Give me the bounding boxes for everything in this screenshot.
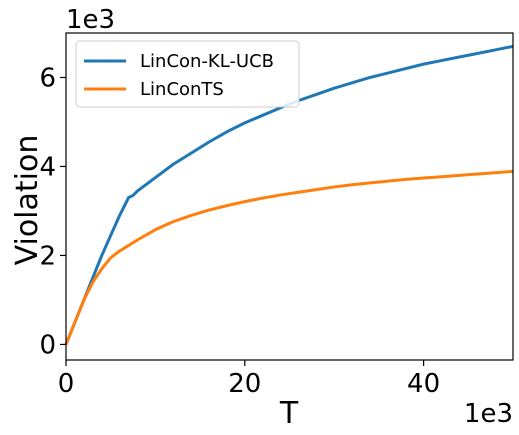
legend-label-lincon-kl-ucb: LinCon-KL-UCB xyxy=(140,51,274,72)
x-offset-label: 1e3 xyxy=(464,399,513,429)
x-tick-label-0: 0 xyxy=(58,369,75,399)
y-tick-label-3: 6 xyxy=(39,63,56,93)
y-tick-label-2: 4 xyxy=(39,152,56,182)
plot-frame xyxy=(65,32,514,361)
y-tick-label-0: 0 xyxy=(39,330,56,360)
legend-label-lincon-ts: LinConTS xyxy=(140,79,224,100)
x-axis-label: T xyxy=(279,396,299,431)
ticks-layer: 0 20 40 0 2 4 6 xyxy=(39,63,440,399)
y-offset-label: 1e3 xyxy=(66,5,115,35)
y-axis-label: Violation xyxy=(10,135,45,266)
legend-box xyxy=(75,40,300,108)
series-layer xyxy=(64,44,514,345)
series-line-1 xyxy=(64,169,514,345)
legend: LinCon-KL-UCB LinConTS xyxy=(75,40,300,108)
series-line-0 xyxy=(64,44,514,345)
x-tick-label-1: 20 xyxy=(228,369,261,399)
y-tick-label-1: 2 xyxy=(39,241,56,271)
x-tick-label-2: 40 xyxy=(407,369,440,399)
